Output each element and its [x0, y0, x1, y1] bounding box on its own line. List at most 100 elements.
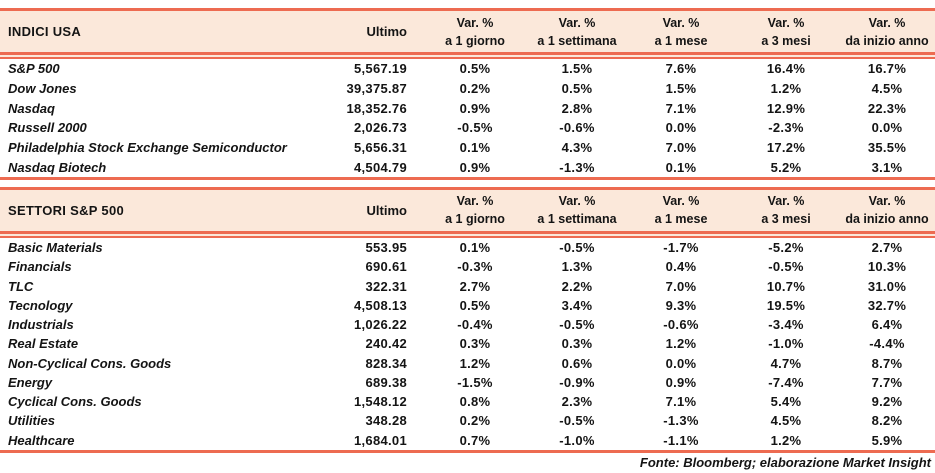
row-var-1-settimana: -0.6%	[559, 120, 595, 136]
row-var-1-mese: 0.9%	[665, 374, 697, 390]
row-var-3-mesi: 19.5%	[766, 297, 806, 313]
row-var-1-giorno: -0.4%	[457, 317, 493, 333]
row-var-1-mese: -1.1%	[663, 432, 699, 448]
row-name: S&P 500	[8, 61, 60, 77]
column-header-line1: Var. %	[662, 194, 700, 209]
row-var-inizio-anno: 35.5%	[867, 139, 907, 155]
row-name: Energy	[8, 374, 53, 390]
table-row: Industrials 1,026.22 -0.4% -0.5% -0.6% -3.4% 6…	[0, 315, 935, 335]
row-var-1-settimana: 4.3%	[561, 139, 593, 155]
column-header-var-1-settimana: Var. % a 1 settimana	[525, 14, 629, 50]
column-header-line2: a 1 mese	[654, 212, 708, 227]
row-var-3-mesi: -2.3%	[768, 120, 804, 136]
row-var-3-mesi: 17.2%	[766, 139, 806, 155]
row-ultimo: 39,375.87	[346, 80, 407, 96]
row-var-1-mese: 7.1%	[665, 100, 697, 116]
section-title: INDICI USA	[8, 24, 82, 39]
row-name: Nasdaq	[8, 100, 55, 116]
row-var-1-mese: -1.7%	[663, 240, 699, 256]
row-var-1-mese: 7.6%	[665, 61, 697, 77]
row-var-1-giorno: 0.5%	[459, 61, 491, 77]
row-var-3-mesi: -5.2%	[768, 240, 804, 256]
row-var-inizio-anno: 3.1%	[871, 159, 903, 175]
row-ultimo: 348.28	[365, 413, 407, 429]
row-var-inizio-anno: -4.4%	[869, 336, 905, 352]
table-row: Energy 689.38 -1.5% -0.9% 0.9% -7.4% 7.7%	[0, 372, 935, 393]
table-row: Cyclical Cons. Goods 1,548.12 0.8% 2.3% 7.1%…	[0, 392, 935, 412]
table-row: Dow Jones 39,375.87 0.2% 0.5% 1.5% 1.2% 4.5%	[0, 78, 935, 99]
column-header-line1: Var. %	[767, 194, 805, 209]
row-var-inizio-anno: 0.0%	[871, 120, 903, 136]
row-var-1-settimana: -1.0%	[559, 432, 595, 448]
row-ultimo: 4,508.13	[353, 297, 407, 313]
row-var-3-mesi: -0.5%	[768, 259, 804, 275]
row-ultimo: 553.95	[365, 240, 407, 256]
column-header-ultimo: Ultimo	[366, 202, 407, 218]
row-name: Philadelphia Stock Exchange Semiconducto…	[8, 139, 287, 155]
table-row: Financials 690.61 -0.3% 1.3% 0.4% -0.5% 10.3%	[0, 257, 935, 277]
row-var-1-settimana: 1.5%	[561, 61, 593, 77]
row-var-inizio-anno: 22.3%	[867, 100, 907, 116]
row-var-inizio-anno: 9.2%	[871, 394, 903, 410]
row-var-1-mese: 7.0%	[665, 139, 697, 155]
row-name: TLC	[8, 278, 34, 294]
row-var-1-settimana: 2.2%	[561, 278, 593, 294]
row-var-3-mesi: 12.9%	[766, 100, 806, 116]
row-var-inizio-anno: 16.7%	[867, 61, 907, 77]
row-var-inizio-anno: 4.5%	[871, 80, 903, 96]
row-var-1-giorno: 0.9%	[459, 159, 491, 175]
row-var-3-mesi: 16.4%	[766, 61, 806, 77]
row-var-3-mesi: 4.5%	[770, 413, 802, 429]
table-row: Nasdaq 18,352.76 0.9% 2.8% 7.1% 12.9% 22.3%	[0, 98, 935, 118]
row-ultimo: 828.34	[365, 355, 407, 371]
table-row: Nasdaq Biotech 4,504.79 0.9% -1.3% 0.1% 5.2% 3…	[0, 157, 935, 177]
row-var-inizio-anno: 2.7%	[871, 240, 903, 256]
row-name: Non-Cyclical Cons. Goods	[8, 355, 172, 371]
column-header-line2: a 1 mese	[654, 33, 708, 48]
column-header-var-3-mesi: Var. % a 3 mesi	[733, 192, 839, 228]
table-row: Russell 2000 2,026.73 -0.5% -0.6% 0.0% -2.3% 0…	[0, 117, 935, 138]
row-name: Russell 2000	[8, 120, 87, 136]
row-var-1-giorno: -1.5%	[457, 374, 493, 390]
row-var-1-settimana: 0.3%	[561, 336, 593, 352]
row-var-1-giorno: 0.2%	[459, 413, 491, 429]
table-row: TLC 322.31 2.7% 2.2% 7.0% 10.7% 31.0%	[0, 276, 935, 296]
column-header-ultimo: Ultimo	[366, 24, 407, 39]
row-name: Basic Materials	[8, 240, 103, 256]
row-var-1-settimana: 1.3%	[561, 259, 593, 275]
row-var-1-settimana: 3.4%	[561, 297, 593, 313]
row-ultimo: 5,656.31	[353, 139, 407, 155]
row-var-1-giorno: 0.2%	[459, 80, 491, 96]
table-row: Philadelphia Stock Exchange Semiconducto…	[0, 137, 935, 158]
header-double-rule	[0, 230, 935, 238]
row-name: Real Estate	[8, 336, 79, 352]
row-var-3-mesi: 1.2%	[770, 80, 802, 96]
table-row: S&P 500 5,567.19 0.5% 1.5% 7.6% 16.4% 16.7%	[0, 59, 935, 79]
row-var-1-mese: 7.0%	[665, 278, 697, 294]
column-header-line1: Var. %	[558, 194, 596, 209]
column-header-var-inizio-anno: Var. % da inizio anno	[839, 14, 935, 50]
row-var-3-mesi: -7.4%	[768, 374, 804, 390]
table-sections: INDICI USA Ultimo Var. % a 1 giorno Var. % a …	[0, 8, 935, 453]
column-header-line2: a 1 giorno	[445, 33, 505, 48]
row-var-inizio-anno: 8.2%	[871, 413, 903, 429]
row-ultimo: 690.61	[365, 259, 407, 275]
row-ultimo: 18,352.76	[346, 100, 407, 116]
column-header-line1: Var. %	[558, 15, 596, 30]
row-ultimo: 1,684.01	[353, 432, 407, 448]
column-header-var-1-mese: Var. % a 1 mese	[629, 14, 733, 50]
row-ultimo: 1,548.12	[353, 394, 407, 410]
row-var-1-mese: -0.6%	[663, 317, 699, 333]
row-var-inizio-anno: 5.9%	[871, 432, 903, 448]
row-var-1-settimana: -0.5%	[559, 317, 595, 333]
row-var-1-settimana: -0.5%	[559, 413, 595, 429]
column-header-line1: Var. %	[767, 15, 805, 30]
row-ultimo: 240.42	[365, 336, 407, 352]
column-header-line2: da inizio anno	[845, 33, 929, 48]
row-name: Financials	[8, 259, 72, 275]
row-var-1-giorno: -0.5%	[457, 120, 493, 136]
row-var-inizio-anno: 8.7%	[871, 355, 903, 371]
row-ultimo: 5,567.19	[353, 61, 407, 77]
row-var-1-giorno: 0.7%	[459, 432, 491, 448]
column-header-line2: a 3 mesi	[761, 33, 811, 48]
